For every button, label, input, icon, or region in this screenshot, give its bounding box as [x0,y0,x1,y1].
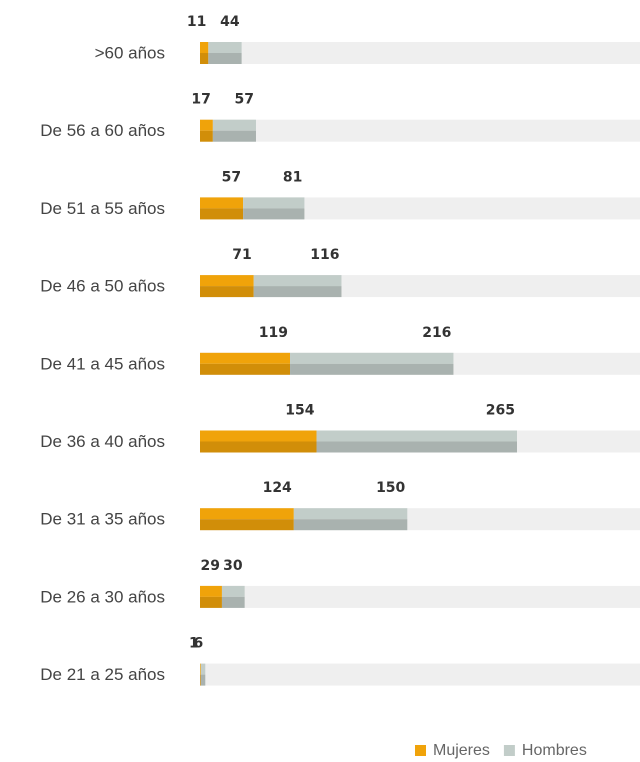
bar-segment [243,197,305,220]
value-label: 44 [220,14,240,30]
value-label: 216 [422,325,451,341]
track [200,119,640,142]
legend-swatch [503,745,515,756]
bar-segment [200,275,254,298]
bar-segment [200,119,213,142]
bar-segment [200,430,317,453]
bar-segment [212,119,256,142]
bar-segment [200,663,201,686]
category-label: De 31 a 35 años [40,510,165,529]
bar-segment [200,663,206,686]
bar-segment [200,508,294,531]
track [200,197,640,220]
value-label: 29 [200,558,219,574]
track [200,42,640,64]
bar-segment [200,585,222,608]
category-label: De 26 a 30 años [40,587,165,606]
value-label: 150 [376,480,405,496]
category-label: De 51 a 55 años [40,199,165,218]
category-label: De 41 a 45 años [40,354,165,373]
track [200,585,640,608]
bar-segment [293,508,408,531]
category-label: De 56 a 60 años [40,121,165,140]
value-label: 6 [194,636,204,652]
value-label: 30 [223,558,243,574]
category-label: De 21 a 25 años [40,665,165,684]
category-label: De 36 a 40 años [40,432,165,451]
value-label: 124 [263,480,292,496]
bar-segment [200,42,209,64]
bar-segment [200,352,291,375]
value-label: 116 [310,247,339,263]
legend-swatch [415,745,426,756]
category-label: >60 años [95,43,165,62]
bar-segment [221,585,245,608]
value-label: 265 [486,403,515,419]
value-label: 17 [191,92,210,108]
legend-label: Mujeres [433,742,490,759]
bar-segment [208,42,242,64]
value-label: 57 [222,169,241,185]
bar-segment [253,275,342,298]
bar-segment [200,197,244,220]
value-label: 57 [235,92,254,108]
value-label: 154 [285,403,314,419]
bar-segment [316,430,517,453]
bar-segment [290,352,454,375]
value-label: 81 [283,169,302,185]
track [200,663,640,686]
value-label: 1 [189,636,199,652]
legend-label: Hombres [522,742,587,759]
value-label: 71 [232,247,251,263]
category-label: De 46 a 50 años [40,277,165,296]
value-label: 119 [259,325,288,341]
value-label: 11 [187,14,206,30]
